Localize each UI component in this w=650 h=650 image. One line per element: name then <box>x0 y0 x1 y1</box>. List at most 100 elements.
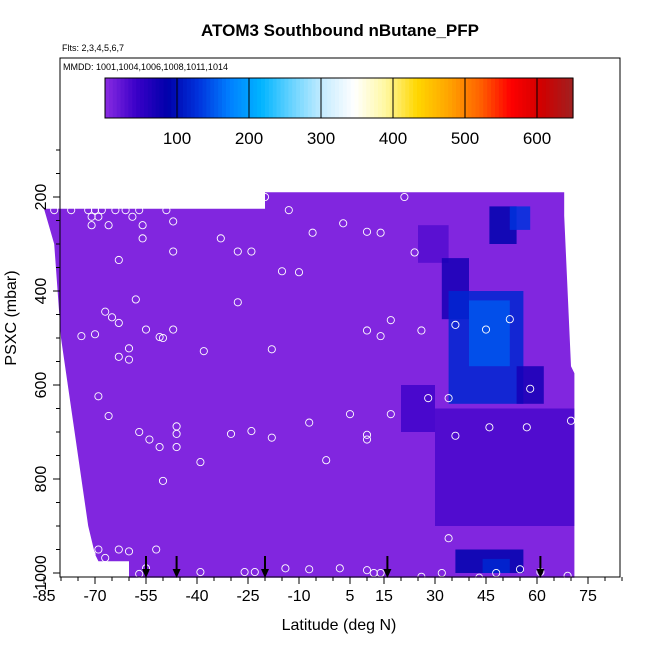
sample-point <box>124 547 134 556</box>
colorbar-segment <box>502 78 508 118</box>
colorbar-frame <box>104 77 574 119</box>
colorbar-segment <box>214 78 219 118</box>
flight-arrow-head <box>383 569 392 578</box>
colorbar-segment <box>179 78 184 118</box>
colorbar-segment <box>405 78 410 118</box>
sample-point <box>417 326 426 335</box>
sample-point <box>67 206 76 215</box>
colorbar-segment <box>108 78 114 118</box>
sample-point <box>94 545 103 554</box>
colorbar-segment <box>354 78 360 118</box>
colorbar-segment <box>471 78 477 118</box>
colorbar-segment <box>186 78 192 118</box>
colorbar: 100 200 300 400 500 600 <box>104 77 574 148</box>
sample-point <box>114 545 123 554</box>
colorbar-segment <box>128 78 133 118</box>
colorbar-segment <box>475 78 480 118</box>
sample-point <box>247 427 256 436</box>
colorbar-segment <box>206 78 211 118</box>
colorbar-segment <box>569 78 574 118</box>
colorbar-segment <box>389 78 395 118</box>
sample-point <box>124 344 134 353</box>
sample-point <box>152 545 161 554</box>
colorbar-segment <box>495 78 500 118</box>
colorbar-tick-label: 600 <box>523 129 551 148</box>
flight-arrows <box>142 556 545 578</box>
sample-point <box>172 429 181 438</box>
colorbar-segment <box>459 78 465 118</box>
sample-point <box>260 192 270 202</box>
colorbar-segment <box>541 78 547 118</box>
sample-point <box>250 568 259 577</box>
y-tick-label: 800 <box>33 466 50 493</box>
flight-arrow-head <box>261 569 269 578</box>
colorbar-segment <box>401 78 406 118</box>
colorbar-segment <box>245 78 250 118</box>
x-tick-label: 45 <box>477 588 495 605</box>
colorbar-segment <box>549 78 555 118</box>
sample-point <box>335 564 344 573</box>
colorbar-segment <box>467 78 473 118</box>
colorbar-segment <box>448 78 453 118</box>
colorbar-segment <box>249 78 254 118</box>
sample-point <box>410 248 419 257</box>
colorbar-segment <box>424 78 430 118</box>
colorbar-segment <box>253 78 258 118</box>
sample-point <box>362 430 372 439</box>
sample-point <box>362 435 372 444</box>
sample-point <box>475 573 484 582</box>
sample-point <box>87 550 96 559</box>
colorbar-segment <box>147 78 153 118</box>
heatmap-cell <box>509 206 531 230</box>
heatmap-cell <box>418 225 449 263</box>
heatmap-cell <box>482 558 510 573</box>
sample-point <box>305 565 314 574</box>
sample-point <box>101 307 110 316</box>
y-tick-label: 400 <box>33 278 50 305</box>
colorbar-segment <box>420 78 426 118</box>
colorbar-segment <box>136 78 141 118</box>
colorbar-segment <box>397 78 402 118</box>
sample-point <box>294 268 304 277</box>
colorbar-segment <box>222 78 227 118</box>
colorbar-tick-label: 100 <box>163 129 191 148</box>
y-tick-label: 600 <box>33 372 50 399</box>
sample-point <box>135 206 144 215</box>
colorbar-segment <box>374 78 379 118</box>
sample-point <box>563 571 572 580</box>
x-tick-label: 5 <box>346 588 355 605</box>
sample-point <box>135 427 144 437</box>
sample-point <box>131 295 140 304</box>
sample-points <box>50 192 576 582</box>
sample-point <box>155 333 164 342</box>
sample-point <box>114 318 123 328</box>
sample-point <box>94 212 103 221</box>
sample-point <box>114 352 123 361</box>
y-axis: 200 400 600 800 1000 <box>33 149 60 591</box>
colorbar-segment <box>498 78 504 118</box>
colorbar-segment <box>241 78 246 118</box>
colorbar-segment <box>381 78 387 118</box>
sample-point <box>305 418 314 427</box>
colorbar-segment <box>522 78 527 118</box>
colorbar-segment <box>491 78 496 118</box>
sample-point <box>451 431 460 440</box>
colorbar-segment <box>413 78 418 118</box>
colorbar-segment <box>557 78 562 118</box>
colorbar-segment <box>300 78 305 118</box>
sample-point <box>155 442 164 452</box>
colorbar-segment <box>463 78 469 118</box>
colorbar-segment <box>288 78 293 118</box>
colorbar-segment <box>319 78 324 118</box>
sample-point <box>114 255 123 265</box>
colorbar-segment <box>218 78 223 118</box>
colorbar-segment <box>261 78 266 118</box>
sample-point <box>128 212 137 221</box>
colorbar-segment <box>436 78 441 118</box>
sample-point <box>566 416 576 425</box>
sample-point <box>277 267 287 276</box>
colorbar-segment <box>284 78 289 118</box>
heatmap-cell <box>401 385 435 432</box>
sample-point <box>158 476 168 485</box>
sample-point <box>158 333 168 343</box>
